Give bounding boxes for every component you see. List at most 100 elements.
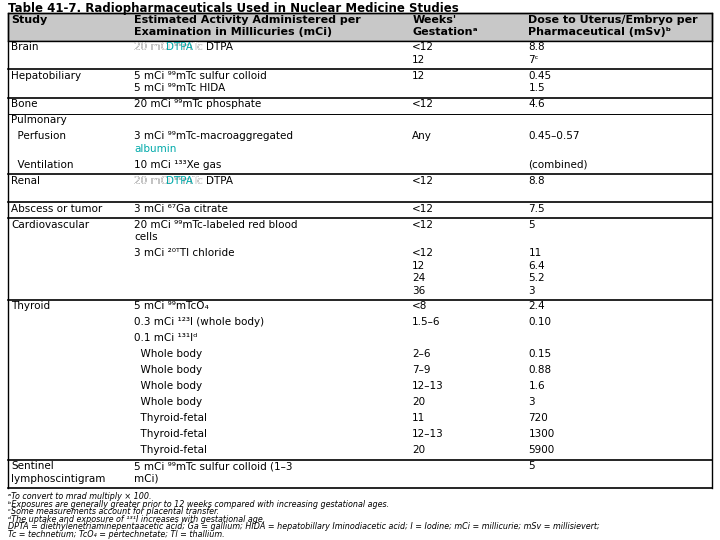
Text: 5.2: 5.2 bbox=[528, 273, 545, 283]
Text: 7ᶜ: 7ᶜ bbox=[528, 55, 539, 65]
Bar bbox=[8, 158, 712, 174]
Text: 10 mCi ¹³³Xe gas: 10 mCi ¹³³Xe gas bbox=[134, 160, 222, 170]
Text: (combined): (combined) bbox=[528, 160, 588, 170]
Bar bbox=[8, 69, 712, 98]
Text: 0.15: 0.15 bbox=[528, 349, 552, 359]
Text: 8.8: 8.8 bbox=[528, 176, 545, 186]
Text: <12: <12 bbox=[413, 176, 434, 186]
Text: ᵈThe uptake and exposure of ¹³¹I increases with gestational age.: ᵈThe uptake and exposure of ¹³¹I increas… bbox=[8, 515, 265, 523]
Text: Abscess or tumor: Abscess or tumor bbox=[11, 204, 102, 214]
Text: 5 mCi ⁹⁹mTc sulfur colloid: 5 mCi ⁹⁹mTc sulfur colloid bbox=[134, 71, 267, 81]
Text: Tc = technetium; TcO₄ = pertechnetate; Tl = thallium.: Tc = technetium; TcO₄ = pertechnetate; T… bbox=[8, 530, 225, 538]
Bar bbox=[8, 13, 712, 41]
Text: 1.5–6: 1.5–6 bbox=[413, 318, 441, 327]
Text: Whole body: Whole body bbox=[134, 349, 202, 359]
Text: Perfusion: Perfusion bbox=[11, 131, 66, 141]
Text: <12: <12 bbox=[413, 99, 434, 109]
Bar bbox=[8, 300, 712, 316]
Text: 1.5: 1.5 bbox=[528, 83, 545, 93]
Bar bbox=[8, 364, 712, 380]
Text: 12: 12 bbox=[413, 55, 426, 65]
Bar bbox=[8, 380, 712, 396]
Text: 12–13: 12–13 bbox=[413, 429, 444, 439]
Text: 2–6: 2–6 bbox=[413, 349, 431, 359]
Text: Dose to Uterus/Embryo per
Pharmaceutical (mSv)ᵇ: Dose to Uterus/Embryo per Pharmaceutical… bbox=[528, 15, 698, 37]
Text: 3 mCi ⁹⁹mTc-macroaggregated: 3 mCi ⁹⁹mTc-macroaggregated bbox=[134, 131, 293, 141]
Text: Table 41-7. Radiopharmaceuticals Used in Nuclear Medicine Studies: Table 41-7. Radiopharmaceuticals Used in… bbox=[8, 2, 459, 15]
Text: 5: 5 bbox=[528, 461, 535, 471]
Bar bbox=[8, 98, 712, 114]
Text: Study: Study bbox=[11, 15, 48, 25]
Text: Pulmonary: Pulmonary bbox=[11, 115, 67, 125]
Bar bbox=[8, 174, 712, 202]
Bar bbox=[8, 41, 712, 69]
Text: 11: 11 bbox=[413, 413, 426, 423]
Text: cells: cells bbox=[134, 232, 158, 242]
Text: 20 mCi ⁹⁹mTc-labeled red blood: 20 mCi ⁹⁹mTc-labeled red blood bbox=[134, 220, 297, 230]
Text: 20: 20 bbox=[413, 445, 426, 455]
Text: 8.8: 8.8 bbox=[528, 43, 545, 52]
Text: Thyroid-fetal: Thyroid-fetal bbox=[134, 429, 207, 439]
Text: 2.4: 2.4 bbox=[528, 301, 545, 312]
Text: 12: 12 bbox=[413, 71, 426, 81]
Text: 1300: 1300 bbox=[528, 429, 554, 439]
Text: Weeks'
Gestationᵃ: Weeks' Gestationᵃ bbox=[413, 15, 478, 37]
Bar bbox=[8, 218, 712, 247]
Bar bbox=[8, 460, 712, 488]
Bar bbox=[8, 444, 712, 460]
Text: 11: 11 bbox=[528, 248, 541, 258]
Text: DTPA: DTPA bbox=[166, 176, 193, 186]
Text: 3: 3 bbox=[528, 397, 535, 407]
Text: 5 mCi ⁹⁹mTc sulfur colloid (1–3: 5 mCi ⁹⁹mTc sulfur colloid (1–3 bbox=[134, 461, 293, 471]
Bar bbox=[8, 348, 712, 364]
Text: 7.5: 7.5 bbox=[528, 204, 545, 214]
Text: 5 mCi ⁹⁹mTc HIDA: 5 mCi ⁹⁹mTc HIDA bbox=[134, 83, 225, 93]
Text: 0.88: 0.88 bbox=[528, 366, 552, 375]
Text: DTPA: DTPA bbox=[166, 43, 193, 52]
Text: lymphoscintigram: lymphoscintigram bbox=[11, 474, 105, 483]
Text: <12: <12 bbox=[413, 248, 434, 258]
Text: Thyroid-fetal: Thyroid-fetal bbox=[134, 413, 207, 423]
Bar bbox=[8, 247, 712, 300]
Text: mCi): mCi) bbox=[134, 474, 158, 483]
Text: 20 mCi ⁹⁹mTc phosphate: 20 mCi ⁹⁹mTc phosphate bbox=[134, 99, 261, 109]
Text: 36: 36 bbox=[413, 286, 426, 295]
Text: Thyroid-fetal: Thyroid-fetal bbox=[134, 445, 207, 455]
Text: 20 mCi ⁹⁹mTc: 20 mCi ⁹⁹mTc bbox=[134, 176, 206, 186]
Text: Whole body: Whole body bbox=[134, 397, 202, 407]
Text: 5900: 5900 bbox=[528, 445, 554, 455]
Text: Sentinel: Sentinel bbox=[11, 461, 54, 471]
Bar bbox=[8, 428, 712, 444]
Text: 5: 5 bbox=[528, 220, 535, 230]
Text: 1.6: 1.6 bbox=[528, 381, 545, 391]
Text: <12: <12 bbox=[413, 220, 434, 230]
Text: ᵃTo convert to mrad multiply × 100.: ᵃTo convert to mrad multiply × 100. bbox=[8, 492, 151, 501]
Text: 20 mCi ⁹⁹mTc DTPA: 20 mCi ⁹⁹mTc DTPA bbox=[134, 176, 233, 186]
Text: 720: 720 bbox=[528, 413, 548, 423]
Text: 0.10: 0.10 bbox=[528, 318, 552, 327]
Text: 12–13: 12–13 bbox=[413, 381, 444, 391]
Text: <12: <12 bbox=[413, 43, 434, 52]
Text: <8: <8 bbox=[413, 301, 428, 312]
Text: 12: 12 bbox=[413, 261, 426, 271]
Text: Renal: Renal bbox=[11, 176, 40, 186]
Text: 0.3 mCi ¹²³I (whole body): 0.3 mCi ¹²³I (whole body) bbox=[134, 318, 264, 327]
Text: albumin: albumin bbox=[134, 144, 176, 153]
Text: 20: 20 bbox=[413, 397, 426, 407]
Bar bbox=[8, 316, 712, 332]
Text: 6.4: 6.4 bbox=[528, 261, 545, 271]
Bar bbox=[8, 396, 712, 411]
Text: 4.6: 4.6 bbox=[528, 99, 545, 109]
Bar bbox=[8, 114, 712, 130]
Text: 20 mCi ⁹⁹mTc DTPA: 20 mCi ⁹⁹mTc DTPA bbox=[134, 43, 233, 52]
Text: Bone: Bone bbox=[11, 99, 37, 109]
Text: Hepatobiliary: Hepatobiliary bbox=[11, 71, 81, 81]
Text: <12: <12 bbox=[413, 204, 434, 214]
Text: 24: 24 bbox=[413, 273, 426, 283]
Text: 7–9: 7–9 bbox=[413, 366, 431, 375]
Text: 3 mCi ⁶⁷Ga citrate: 3 mCi ⁶⁷Ga citrate bbox=[134, 204, 228, 214]
Text: 0.45–0.57: 0.45–0.57 bbox=[528, 131, 580, 141]
Text: 0.45: 0.45 bbox=[528, 71, 552, 81]
Text: Any: Any bbox=[413, 131, 432, 141]
Bar bbox=[8, 332, 712, 348]
